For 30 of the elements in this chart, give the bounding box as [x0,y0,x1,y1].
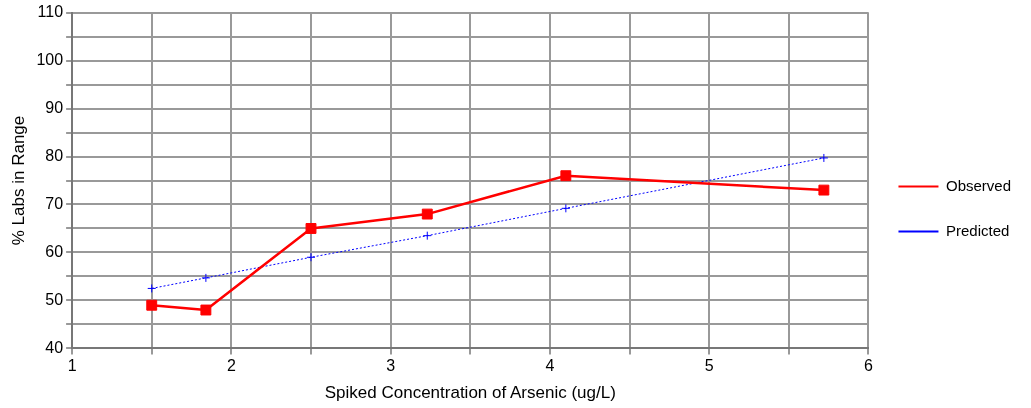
point [422,231,432,241]
legend-label: Observed [945,176,1012,194]
point [819,153,829,163]
point [421,208,433,220]
y-axis-title: % Labs in Range [8,115,28,246]
point [306,252,316,262]
point [561,203,571,213]
point [818,184,830,196]
x-tick-label: 2 [226,357,236,375]
point [147,283,157,293]
y-tick-label: 110 [37,3,64,21]
x-tick-label: 6 [864,357,874,375]
x-tick-label: 5 [704,357,714,375]
legend-label: Predicted [945,221,1010,239]
x-tick-label: 1 [67,357,77,375]
y-tick-label: 80 [45,146,64,164]
point [146,299,158,311]
point [201,273,211,283]
y-tick-label: 70 [45,194,64,212]
y-tick-label: 50 [45,290,64,308]
x-axis-title: Spiked Concentration of Arsenic (ug/L) [324,383,616,403]
y-tick-label: 100 [36,50,64,68]
x-tick-label: 3 [386,357,396,375]
y-tick-label: 90 [45,98,64,116]
point [200,304,212,316]
point [305,223,317,234]
y-tick-label: 60 [45,242,64,260]
y-tick-label: 40 [45,338,64,356]
x-tick-label: 4 [545,357,555,375]
point [560,170,572,182]
